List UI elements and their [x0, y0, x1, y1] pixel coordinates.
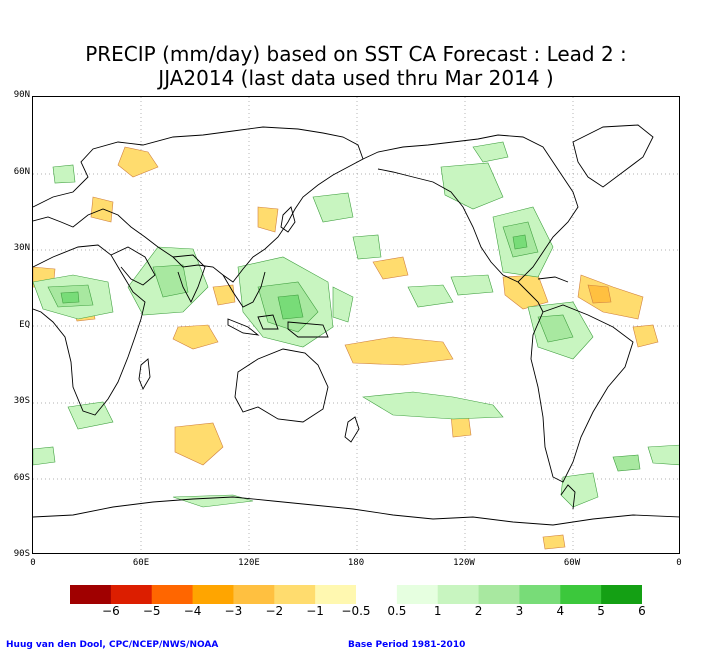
dry-anomaly-regions: [33, 146, 659, 550]
coast-new-zealand: [344, 416, 360, 443]
coast-antarctica: [33, 496, 679, 526]
title-line-1: PRECIP (mm/day) based on SST CA Forecast…: [85, 42, 627, 66]
legend-swatch-9: [437, 585, 480, 604]
coast-africa: [33, 244, 146, 416]
lat-label-60n: 60N: [13, 167, 30, 177]
coast-madagascar: [138, 358, 151, 391]
coast-se-asia: [222, 271, 266, 308]
legend-swatch-5: [274, 585, 316, 604]
legend-label-10: 3: [515, 604, 524, 618]
coast-eurasia: [33, 126, 364, 283]
coast-north-america: [362, 134, 579, 283]
lon-label-180: 180: [347, 558, 365, 568]
legend-label-2: −4: [183, 604, 202, 618]
coast-arabia: [110, 246, 156, 286]
lon-label-0-east: 0: [676, 558, 682, 568]
legend-label-5: −1: [306, 604, 324, 618]
legend-label-0: −6: [102, 604, 120, 618]
coast-indonesia-1: [227, 318, 260, 336]
coastlines: [33, 124, 679, 526]
legend-swatch-3: [192, 585, 234, 604]
legend-swatch-6: [315, 585, 357, 604]
coast-india: [172, 254, 206, 304]
coast-antarctic-peninsula: [560, 484, 576, 510]
legend-label-13: 6: [638, 604, 646, 618]
lon-label-120w: 120W: [453, 558, 475, 568]
legend-swatch-8: [396, 585, 439, 604]
credit-base-period: Base Period 1981-2010: [348, 640, 466, 650]
title-line-2: JJA2014 (last data used thru Mar 2014 ): [158, 66, 554, 90]
legend-label-4: −2: [265, 604, 284, 618]
legend-label-7: 0.5: [387, 604, 407, 618]
legend-label-8: 1: [433, 604, 442, 618]
legend-swatch-1: [110, 585, 153, 604]
legend-label-3: −3: [224, 604, 243, 618]
lat-label-90n: 90N: [13, 90, 30, 100]
coast-indonesia-2: [257, 314, 279, 330]
legend-label-12: 5: [597, 604, 605, 618]
legend-swatch-7: [356, 585, 398, 604]
lon-label-0: 0: [30, 558, 36, 568]
coast-caribbean: [537, 276, 569, 283]
coast-new-guinea: [287, 321, 329, 338]
lat-label-30n: 30N: [13, 243, 30, 253]
legend-label-1: −5: [142, 604, 161, 618]
coast-greenland: [572, 124, 654, 188]
lon-label-60w: 60W: [563, 558, 581, 568]
legend-swatch-2: [151, 585, 194, 604]
legend-swatch-11: [519, 585, 561, 604]
legend-label-11: 4: [556, 604, 565, 618]
legend-swatch-13: [601, 585, 642, 604]
coast-australia: [234, 348, 329, 423]
legend-swatch-0: [70, 585, 112, 604]
lat-label-60s: 60S: [13, 473, 30, 483]
wet-anomaly-regions: [33, 141, 679, 508]
forecast-map: [32, 96, 680, 554]
legend-swatch-12: [560, 585, 602, 604]
credit-author: Huug van den Dool, CPC/NCEP/NWS/NOAA: [6, 640, 219, 650]
legend-swatch-10: [478, 585, 520, 604]
coast-south-america: [530, 304, 634, 483]
lat-label-30s: 30S: [13, 396, 30, 406]
lat-label-90s: 90S: [13, 549, 30, 559]
lat-label-eq: EQ: [19, 320, 30, 330]
lon-label-60e: 60E: [132, 558, 150, 568]
coast-central-america: [517, 281, 544, 313]
coast-japan: [280, 206, 296, 233]
legend-label-6: −0.5: [341, 604, 371, 618]
forecast-map-svg: [33, 97, 679, 553]
legend-label-9: 2: [474, 604, 483, 618]
legend-swatch-4: [233, 585, 275, 604]
lon-label-120e: 120E: [238, 558, 260, 568]
color-legend-bar: [70, 585, 642, 604]
